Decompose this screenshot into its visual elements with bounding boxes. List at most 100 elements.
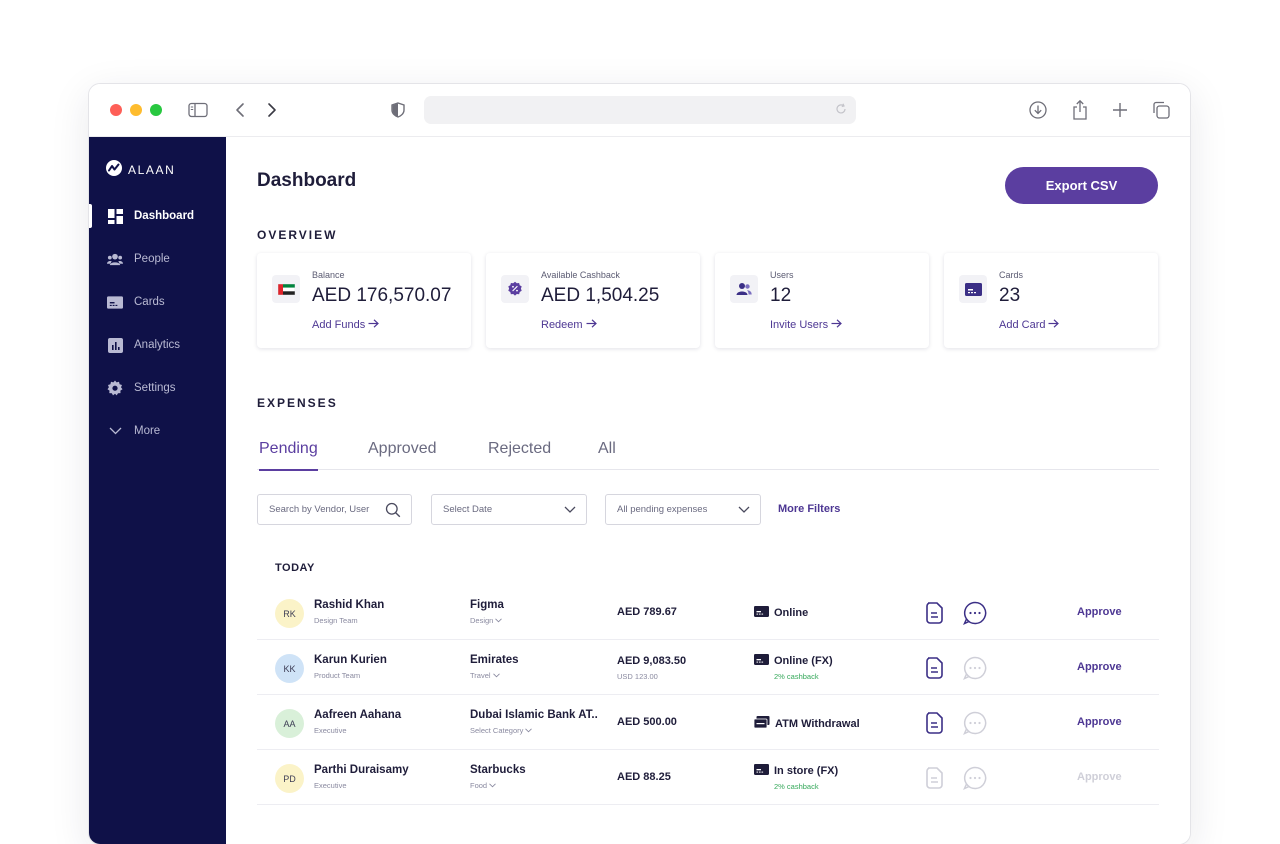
sidebar-item-label: Analytics: [134, 339, 181, 351]
avatar: PD: [275, 764, 304, 793]
avatar: AA: [275, 709, 304, 738]
tab-rejected[interactable]: Rejected: [488, 440, 552, 457]
close-window-button[interactable]: [110, 104, 122, 116]
sidebar-item-cards[interactable]: Cards: [89, 288, 226, 316]
status-select[interactable]: All pending expenses: [605, 494, 761, 525]
forward-icon[interactable]: [260, 98, 284, 122]
download-icon[interactable]: [1026, 98, 1050, 122]
category-select[interactable]: Food: [470, 781, 496, 790]
browser-toolbar: [89, 84, 1190, 137]
back-icon[interactable]: [228, 98, 252, 122]
comment-icon[interactable]: [963, 711, 987, 740]
date-select-value: Select Date: [443, 504, 493, 515]
card-icon: [754, 764, 769, 778]
expenses-heading: EXPENSES: [257, 396, 338, 410]
payment-method-label: ATM Withdrawal: [775, 717, 860, 730]
address-bar[interactable]: [424, 96, 856, 124]
expense-amount: AED 500.00: [617, 716, 677, 728]
category-select[interactable]: Select Category: [470, 726, 533, 735]
tab-all[interactable]: All: [598, 440, 616, 457]
tab-approved[interactable]: Approved: [368, 440, 437, 457]
table-row[interactable]: RK Rashid Khan Design Team Figma Design …: [257, 585, 1159, 640]
sidebar-item-people[interactable]: People: [89, 245, 226, 273]
reload-icon[interactable]: [834, 102, 848, 121]
receipt-icon[interactable]: [925, 712, 944, 739]
people-icon: [107, 251, 123, 267]
invite-users-link[interactable]: Invite Users: [770, 319, 842, 331]
employee-name: Parthi Duraisamy: [314, 764, 409, 776]
comment-icon[interactable]: [963, 601, 987, 630]
category-select[interactable]: Travel: [470, 671, 500, 680]
card-icon: [754, 654, 769, 668]
shield-icon[interactable]: [386, 98, 410, 122]
share-icon[interactable]: [1068, 98, 1092, 122]
chevron-down-icon: [525, 726, 533, 735]
employee-team: Executive: [314, 726, 347, 735]
vendor-name: Emirates: [470, 654, 519, 666]
balance-card: Balance AED 176,570.07 Add Funds: [257, 253, 471, 348]
chevron-down-icon: [492, 671, 500, 680]
chevron-down-icon: [107, 423, 123, 439]
category-select[interactable]: Design: [470, 616, 503, 625]
chevron-down-icon: [495, 616, 503, 625]
new-tab-icon[interactable]: [1108, 98, 1132, 122]
employee-team: Design Team: [314, 616, 358, 625]
comment-icon[interactable]: [963, 766, 987, 795]
card-value: 23: [999, 285, 1021, 306]
sidebar-item-analytics[interactable]: Analytics: [89, 331, 226, 359]
approve-button[interactable]: Approve: [1077, 716, 1122, 728]
receipt-icon[interactable]: [925, 657, 944, 684]
receipt-icon[interactable]: [925, 602, 944, 629]
tab-overview-icon[interactable]: [1149, 98, 1173, 122]
alaan-logo-icon: [106, 160, 122, 179]
more-filters-link[interactable]: More Filters: [778, 503, 841, 515]
avatar: RK: [275, 599, 304, 628]
arrow-right-icon: [831, 319, 842, 331]
table-row[interactable]: AA Aafreen Aahana Executive Dubai Islami…: [257, 695, 1159, 750]
arrow-right-icon: [368, 319, 380, 331]
approve-button[interactable]: Approve: [1077, 661, 1122, 673]
maximize-window-button[interactable]: [150, 104, 162, 116]
brand-logo[interactable]: ALAAN: [106, 160, 175, 179]
approve-button[interactable]: Approve: [1077, 771, 1122, 783]
card-icon: [754, 606, 769, 620]
export-csv-button[interactable]: Export CSV: [1005, 167, 1158, 204]
table-row[interactable]: KK Karun Kurien Product Team Emirates Tr…: [257, 640, 1159, 695]
sidebar-item-settings[interactable]: Settings: [89, 374, 226, 402]
add-funds-link[interactable]: Add Funds: [312, 319, 380, 331]
arrow-right-icon: [586, 319, 597, 331]
comment-icon[interactable]: [963, 656, 987, 685]
vendor-name: Figma: [470, 599, 504, 611]
card-value: AED 1,504.25: [541, 285, 660, 306]
approve-button[interactable]: Approve: [1077, 606, 1122, 618]
minimize-window-button[interactable]: [130, 104, 142, 116]
employee-team: Executive: [314, 781, 347, 790]
group-label: TODAY: [275, 562, 315, 574]
receipt-icon[interactable]: [925, 767, 944, 794]
main-content: Dashboard Export CSV OVERVIEW Balance AE…: [226, 137, 1190, 844]
search-icon[interactable]: [385, 502, 401, 521]
users-icon: [730, 275, 758, 303]
cashback-label: 2% cashback: [774, 672, 819, 681]
redeem-link[interactable]: Redeem: [541, 319, 597, 331]
card-label: Cards: [999, 270, 1024, 280]
date-select[interactable]: Select Date: [431, 494, 587, 525]
sidebar-item-more[interactable]: More: [89, 417, 226, 445]
chevron-down-icon: [738, 506, 750, 517]
payment-method: In store (FX): [754, 764, 838, 778]
card-label: Available Cashback: [541, 270, 620, 280]
sidebar-item-dashboard[interactable]: Dashboard: [89, 202, 226, 230]
search-input[interactable]: Search by Vendor, User: [257, 494, 412, 525]
sidebar-toggle-icon[interactable]: [186, 98, 210, 122]
table-row[interactable]: PD Parthi Duraisamy Executive Starbucks …: [257, 750, 1159, 805]
payment-method-label: Online: [774, 607, 809, 619]
tab-pending[interactable]: Pending: [259, 440, 318, 471]
card-link-label: Redeem: [541, 319, 583, 331]
card-label: Users: [770, 270, 794, 280]
uae-flag-icon: [272, 275, 300, 303]
category-value: Travel: [470, 671, 491, 680]
analytics-icon: [107, 337, 123, 353]
add-card-link[interactable]: Add Card: [999, 319, 1060, 331]
card-label: Balance: [312, 270, 345, 280]
payment-method-label: In store (FX): [774, 765, 839, 777]
